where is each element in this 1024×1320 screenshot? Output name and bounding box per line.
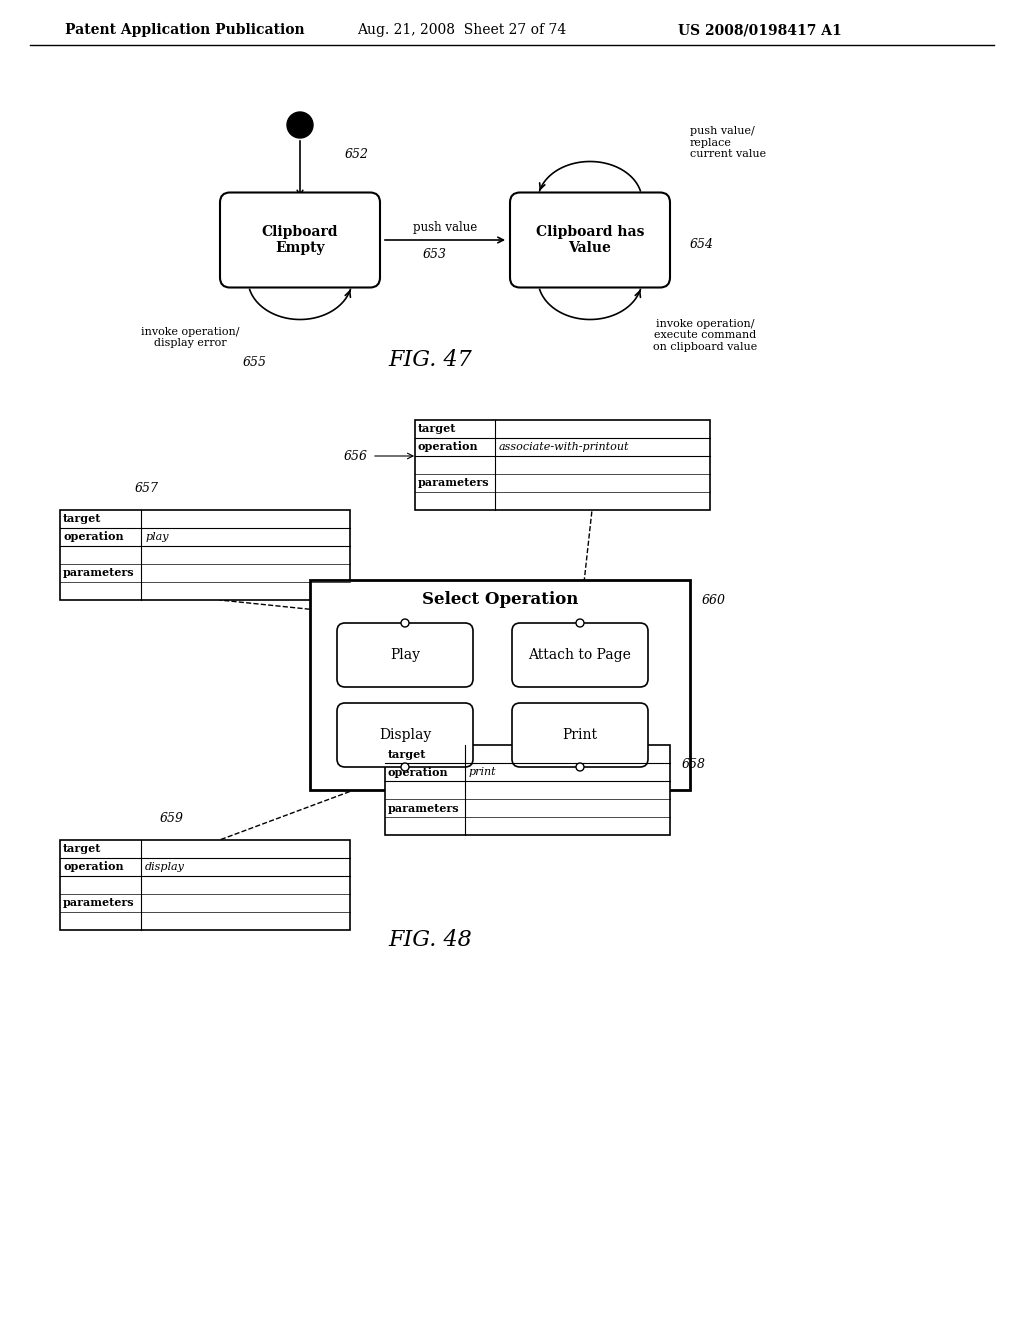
FancyBboxPatch shape [510,193,670,288]
Circle shape [575,619,584,627]
Text: push value/
replace
current value: push value/ replace current value [690,125,766,160]
Text: invoke operation/
execute command
on clipboard value: invoke operation/ execute command on cli… [653,319,757,352]
FancyBboxPatch shape [337,704,473,767]
Text: 655: 655 [243,356,267,370]
Text: parameters: parameters [418,478,489,488]
Text: display: display [145,862,185,873]
Text: 660: 660 [702,594,726,606]
Text: Play: Play [390,648,420,663]
Bar [60,510,350,601]
Text: target: target [418,424,457,434]
Text: Print: Print [562,729,597,742]
Circle shape [401,619,409,627]
FancyBboxPatch shape [512,704,648,767]
Text: target: target [63,513,101,524]
Bar [385,744,670,836]
Text: operation: operation [418,441,478,453]
Text: 658: 658 [682,759,706,771]
Text: parameters: parameters [63,568,134,578]
Circle shape [575,763,584,771]
Circle shape [401,763,409,771]
Bar [60,840,350,931]
Text: associate-with-printout: associate-with-printout [499,442,629,451]
Text: target: target [63,843,101,854]
Text: 656: 656 [344,450,368,462]
Text: Display: Display [379,729,431,742]
Text: 654: 654 [690,239,714,252]
Text: 657: 657 [135,482,159,495]
Text: parameters: parameters [63,898,134,908]
Text: push value: push value [413,222,477,235]
Text: US 2008/0198417 A1: US 2008/0198417 A1 [678,22,842,37]
Text: FIG. 48: FIG. 48 [388,929,472,950]
Text: print: print [469,767,497,777]
Text: operation: operation [63,532,124,543]
Text: Clipboard
Empty: Clipboard Empty [262,224,338,255]
FancyBboxPatch shape [512,623,648,686]
Circle shape [287,112,313,139]
Bar [310,579,690,789]
Text: Aug. 21, 2008  Sheet 27 of 74: Aug. 21, 2008 Sheet 27 of 74 [357,22,566,37]
FancyBboxPatch shape [220,193,380,288]
FancyBboxPatch shape [337,623,473,686]
Text: operation: operation [63,862,124,873]
Text: Patent Application Publication: Patent Application Publication [66,22,305,37]
Text: FIG. 47: FIG. 47 [388,348,472,371]
Text: operation: operation [388,767,449,777]
Text: Attach to Page: Attach to Page [528,648,632,663]
Text: Select Operation: Select Operation [422,591,579,609]
Text: 653: 653 [423,248,447,261]
Text: target: target [388,748,426,759]
Text: play: play [145,532,169,543]
Text: invoke operation/
display error: invoke operation/ display error [140,327,240,348]
Text: parameters: parameters [388,803,460,813]
Text: 652: 652 [345,149,369,161]
Text: Clipboard has
Value: Clipboard has Value [536,224,644,255]
Bar [415,420,710,510]
Text: 659: 659 [160,812,184,825]
